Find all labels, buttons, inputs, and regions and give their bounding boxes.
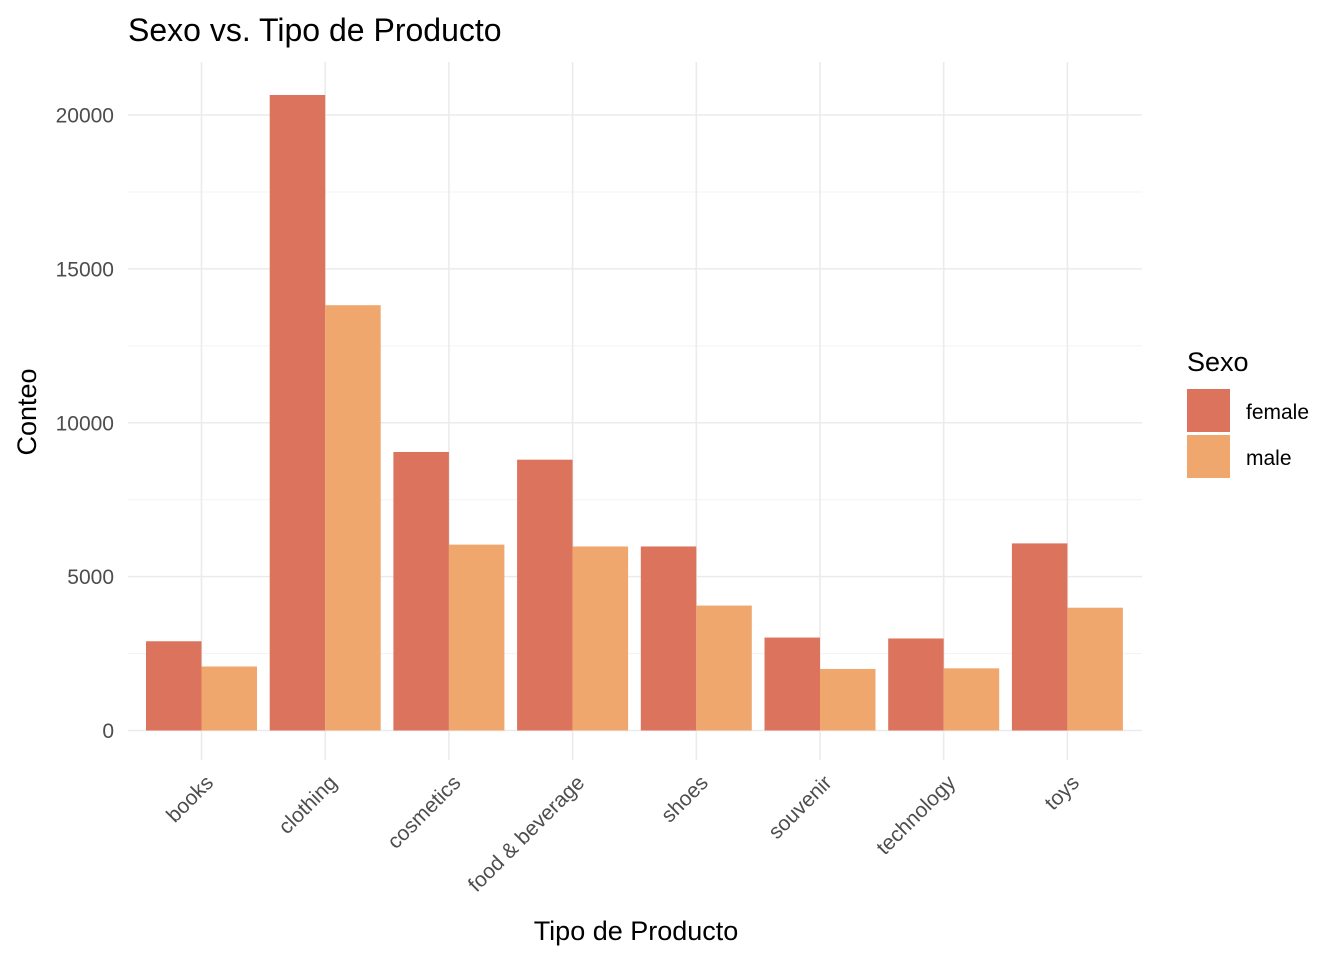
bar-male [448, 544, 505, 731]
bar-male [572, 546, 629, 731]
bar-male [201, 666, 257, 731]
bar-male [820, 668, 876, 731]
x-tick-label: toys [1040, 771, 1083, 814]
x-tick-label: technology [872, 771, 960, 859]
bar-female [888, 638, 944, 731]
y-tick-label: 0 [102, 720, 114, 743]
y-tick-label: 20000 [56, 105, 114, 128]
x-tick-label: books [162, 771, 218, 827]
legend-label-female: female [1246, 401, 1309, 424]
x-tick-label: cosmetics [383, 771, 465, 853]
x-tick-label: clothing [274, 771, 341, 838]
bar-female [146, 641, 202, 731]
y-axis-ticks: 0 5000 10000 15000 20000 [56, 105, 114, 744]
x-tick-label: food & beverage [464, 771, 589, 896]
y-axis-title: Conteo [12, 368, 42, 455]
legend: Sexo female male [1187, 347, 1309, 478]
bar-male [1067, 607, 1123, 731]
bar-male [943, 668, 1000, 731]
legend-title: Sexo [1187, 347, 1249, 377]
legend-label-male: male [1246, 447, 1292, 470]
legend-key-female [1187, 389, 1230, 432]
bar-male [696, 605, 752, 731]
legend-key-male [1187, 435, 1230, 478]
bar-female [1011, 543, 1068, 731]
bars [146, 94, 1123, 731]
x-tick-label: souvenir [764, 771, 836, 843]
bar-female [517, 459, 573, 731]
bar-female [393, 451, 449, 731]
y-tick-label: 10000 [56, 412, 114, 435]
bar-female [764, 637, 820, 731]
y-tick-label: 5000 [67, 566, 114, 589]
y-tick-label: 15000 [56, 258, 114, 281]
bar-female [269, 94, 326, 731]
x-tick-label: shoes [657, 771, 713, 827]
bar-female [640, 546, 697, 731]
bar-male [325, 305, 381, 731]
chart-title: Sexo vs. Tipo de Producto [128, 12, 502, 48]
x-axis-title: Tipo de Producto [534, 916, 739, 946]
